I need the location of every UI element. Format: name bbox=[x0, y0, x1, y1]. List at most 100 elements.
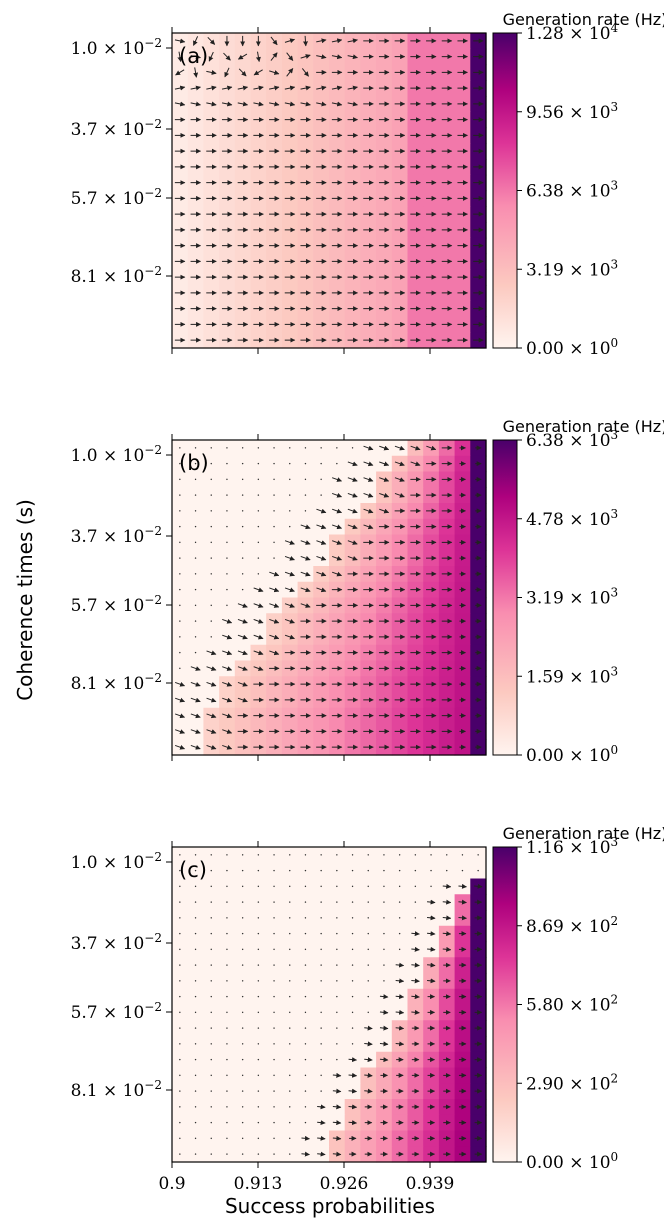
y-axis-label: Coherence times (s) bbox=[13, 499, 37, 701]
vector-arrow bbox=[190, 729, 201, 734]
vector-arrow bbox=[347, 477, 358, 482]
vector-dot bbox=[320, 885, 322, 888]
vector-dot bbox=[304, 885, 307, 888]
vector-arrow bbox=[284, 571, 295, 577]
vector-arrow bbox=[237, 618, 248, 624]
vector-dot bbox=[320, 1011, 322, 1014]
vector-dot bbox=[194, 1043, 197, 1045]
vector-dot bbox=[304, 869, 307, 872]
vector-dot bbox=[210, 901, 212, 903]
vector-dot bbox=[194, 995, 197, 998]
panel-c: 1.0 × 10−2 3.7 × 10−2 5.7 × 10−2 8.1 × 10−2… bbox=[71, 824, 664, 1194]
vector-arrow bbox=[190, 85, 201, 91]
vector-dot bbox=[210, 1106, 212, 1108]
vector-arrow bbox=[331, 38, 343, 44]
vector-arrow bbox=[174, 697, 186, 703]
vector-dot bbox=[273, 1137, 275, 1140]
vector-dot bbox=[336, 1058, 338, 1061]
vector-dot bbox=[226, 964, 228, 966]
vector-dot bbox=[210, 1011, 212, 1014]
vector-dot bbox=[179, 604, 181, 607]
vector-dot bbox=[210, 932, 212, 935]
vector-arrow bbox=[269, 70, 280, 75]
vector-dot bbox=[257, 1043, 260, 1045]
vector-arrow bbox=[300, 603, 311, 608]
vector-dot bbox=[194, 885, 197, 888]
vector-dot bbox=[257, 1137, 260, 1140]
vector-arrow bbox=[175, 69, 185, 76]
vector-arrow bbox=[347, 461, 358, 467]
vector-dot bbox=[398, 885, 401, 888]
vector-dot bbox=[289, 525, 291, 528]
vector-dot bbox=[336, 980, 338, 982]
vector-arrow bbox=[253, 618, 264, 624]
vector-arrow bbox=[394, 477, 405, 482]
vector-arrow bbox=[253, 650, 264, 656]
vector-dot bbox=[179, 525, 181, 528]
vector-dot bbox=[194, 1058, 197, 1061]
vector-dot bbox=[304, 1074, 307, 1077]
vector-dot bbox=[194, 1090, 197, 1092]
vector-dot bbox=[194, 1153, 197, 1155]
vector-dot bbox=[226, 980, 228, 982]
vector-arrow bbox=[253, 634, 264, 640]
vector-dot bbox=[461, 869, 464, 872]
vector-dot bbox=[210, 557, 212, 559]
x-axis-label: Success probabilities bbox=[225, 1194, 435, 1218]
vector-arrow bbox=[222, 666, 233, 671]
vector-dot bbox=[336, 854, 338, 856]
vector-dot bbox=[210, 1027, 212, 1029]
vector-dot bbox=[351, 964, 354, 966]
vector-dot bbox=[367, 885, 369, 888]
vector-arrow bbox=[284, 555, 295, 561]
vector-arrow bbox=[222, 681, 233, 687]
vector-dot bbox=[210, 964, 212, 966]
vector-dot bbox=[241, 917, 244, 919]
vector-dot bbox=[226, 917, 228, 919]
vector-dot bbox=[241, 1153, 244, 1155]
vector-dot bbox=[210, 1090, 212, 1092]
vector-dot bbox=[179, 462, 181, 465]
vector-arrow bbox=[174, 713, 186, 719]
vector-dot bbox=[194, 1027, 197, 1029]
vector-arrow bbox=[206, 101, 217, 107]
vector-dot bbox=[257, 447, 260, 449]
vector-dot bbox=[210, 478, 212, 481]
vector-dot bbox=[273, 948, 275, 951]
vector-dot bbox=[383, 869, 385, 872]
vector-dot bbox=[367, 932, 369, 935]
vector-dot bbox=[477, 869, 479, 872]
vector-dot bbox=[257, 525, 260, 528]
vector-dot bbox=[273, 932, 275, 935]
vector-arrow bbox=[190, 697, 201, 703]
vector-dot bbox=[289, 447, 291, 449]
vector-dot bbox=[226, 447, 228, 449]
vector-dot bbox=[241, 869, 244, 872]
vector-dot bbox=[257, 1121, 260, 1124]
vector-dot bbox=[273, 1153, 275, 1155]
vector-dot bbox=[210, 1074, 212, 1077]
vector-arrow bbox=[331, 508, 343, 514]
vector-arrow bbox=[253, 85, 264, 91]
vector-dot bbox=[194, 604, 197, 607]
vector-dot bbox=[304, 1058, 307, 1061]
vector-dot bbox=[210, 885, 212, 888]
vector-dot bbox=[257, 964, 260, 966]
vector-dot bbox=[241, 510, 244, 512]
vector-dot bbox=[336, 932, 338, 935]
vector-dot bbox=[179, 1011, 181, 1014]
vector-arrow bbox=[394, 461, 405, 467]
vector-dot bbox=[194, 557, 197, 559]
vector-arrow bbox=[284, 587, 295, 593]
vector-dot bbox=[398, 932, 401, 935]
vector-dot bbox=[398, 948, 401, 951]
vector-dot bbox=[367, 901, 369, 903]
vector-arrow bbox=[301, 68, 309, 77]
vector-dot bbox=[273, 494, 275, 496]
vector-dot bbox=[304, 964, 307, 966]
vector-dot bbox=[336, 462, 338, 465]
vector-dot bbox=[320, 1058, 322, 1061]
vector-dot bbox=[194, 964, 197, 966]
vector-dot bbox=[351, 948, 354, 951]
vector-dot bbox=[226, 541, 228, 544]
